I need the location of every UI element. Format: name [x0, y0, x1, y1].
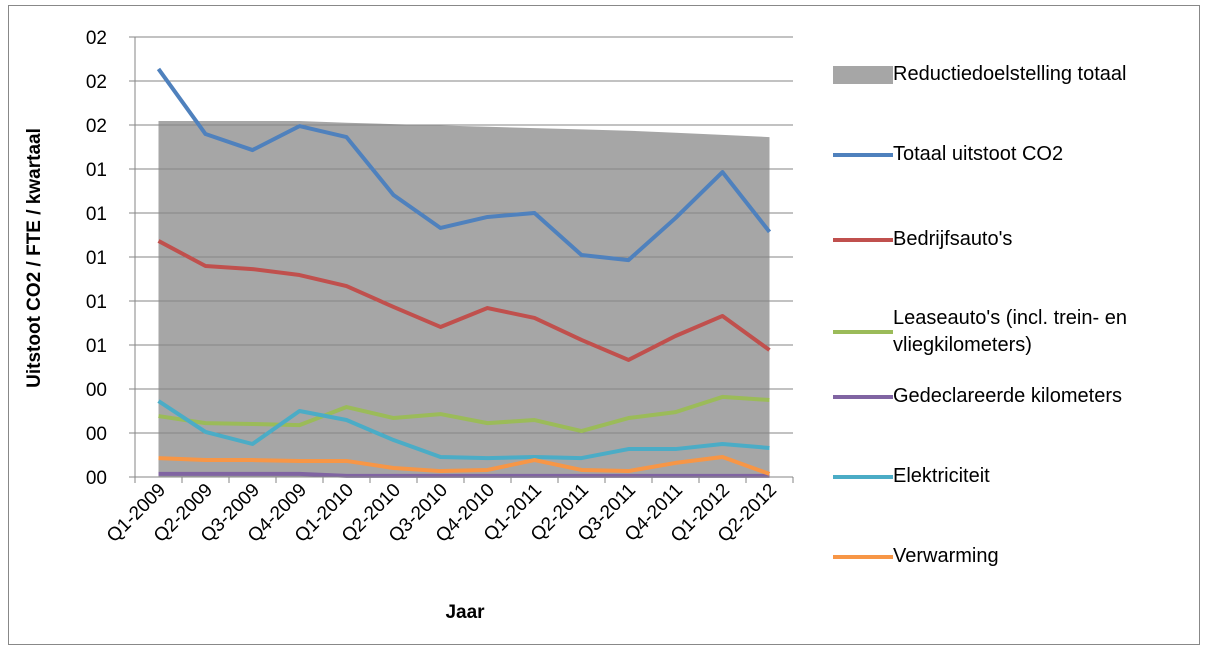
legend-swatch: [833, 66, 893, 84]
x-axis-label: Jaar: [445, 602, 485, 623]
y-tick-label: 01: [86, 248, 107, 269]
y-tick-label: 02: [86, 28, 107, 49]
y-axis-label: Uitstoot CO2 / FTE / kwartaal: [24, 128, 45, 388]
y-tick-label: 01: [86, 204, 107, 225]
y-tick-label: 02: [86, 116, 107, 137]
legend-label: Verwarming: [893, 545, 999, 567]
legend-label: Reductiedoelstelling totaal: [893, 63, 1127, 85]
legend-label: Totaal uitstoot CO2: [893, 143, 1064, 165]
legend-label: Bedrijfsauto's: [893, 228, 1013, 250]
y-tick-label: 01: [86, 292, 107, 313]
line: [157, 399, 770, 461]
area: [158, 121, 770, 477]
line: [158, 471, 770, 478]
y-tick-label: 00: [86, 468, 107, 489]
y-tick-label: 00: [86, 380, 107, 401]
line: [156, 67, 772, 263]
chart-frame: [8, 5, 1200, 645]
line: [158, 454, 771, 476]
legend-label: Leaseauto's (incl. trein- en vliegkilome…: [893, 307, 1127, 356]
line: [157, 239, 771, 362]
legend-label: Gedeclareerde kilometers: [893, 385, 1122, 407]
y-tick-label: 00: [86, 424, 107, 445]
y-tick-label: 01: [86, 336, 107, 357]
legend-label: Elektriciteit: [893, 465, 990, 487]
y-tick-label: 01: [86, 160, 107, 181]
line: [158, 394, 770, 434]
y-tick-label: 02: [86, 72, 107, 93]
